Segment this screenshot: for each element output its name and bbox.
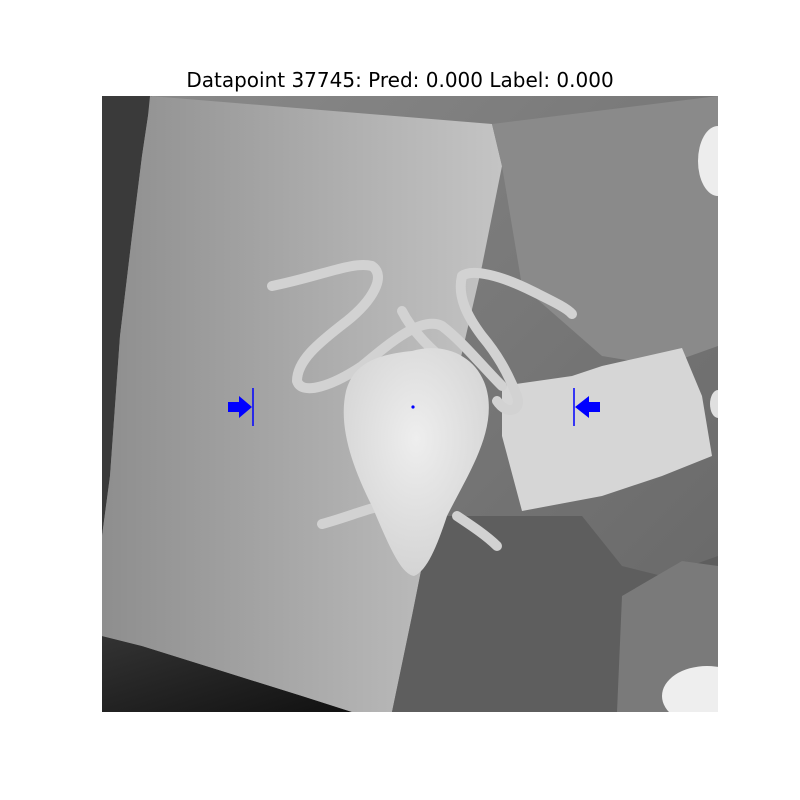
- depth-image: [102, 96, 718, 712]
- grasp-annotation: [228, 388, 600, 426]
- bottom-dark-corner: [102, 636, 352, 712]
- right-grasp-arrow-icon: [573, 388, 600, 426]
- top-right-bright-spot: [698, 126, 718, 196]
- right-edge-bright-spot: [710, 390, 718, 418]
- central-blob: [343, 348, 489, 576]
- left-dark-strip: [102, 96, 152, 536]
- left-grasp-arrow-icon: [228, 388, 254, 426]
- center-point-icon: [411, 405, 415, 409]
- right-object: [502, 348, 712, 511]
- bottom-right-bright-spot: [662, 666, 718, 712]
- figure-title: Datapoint 37745: Pred: 0.000 Label: 0.00…: [186, 68, 614, 92]
